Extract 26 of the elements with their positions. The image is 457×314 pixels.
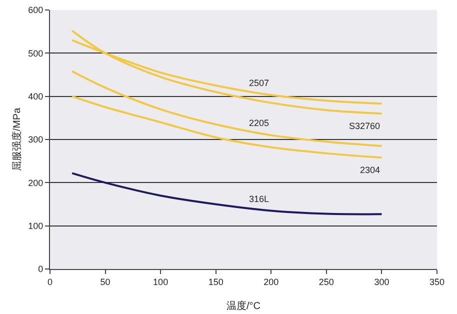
series-label: S32760 xyxy=(349,121,380,131)
x-tick-label: 250 xyxy=(318,276,334,287)
line-series xyxy=(71,30,383,115)
x-tick-label: 100 xyxy=(153,276,168,287)
x-tick-label: 200 xyxy=(264,276,279,287)
y-tick-label: 200 xyxy=(28,178,44,188)
y-tick-label: 0 xyxy=(38,264,44,274)
line-series xyxy=(71,172,383,216)
y-tick-label: 500 xyxy=(28,48,44,58)
x-tick-label: 0 xyxy=(47,276,53,287)
x-tick-label: 350 xyxy=(429,276,445,287)
series-label: 2507 xyxy=(249,78,270,88)
x-tick-label: 150 xyxy=(208,276,224,287)
y-tick-label: 600 xyxy=(28,5,44,16)
series-label: 2205 xyxy=(249,118,270,128)
line-series xyxy=(71,95,383,159)
y-tick-label: 400 xyxy=(28,91,44,102)
line-series xyxy=(71,70,383,147)
x-tick-label: 50 xyxy=(100,276,110,287)
y-axis-title: 屈服强度/MPa xyxy=(11,107,23,172)
series-label: 316L xyxy=(249,194,270,204)
series-label: 2304 xyxy=(360,165,380,175)
y-tick-label: 300 xyxy=(28,134,44,145)
x-axis-title: 温度/°C xyxy=(226,300,260,312)
y-tick-label: 100 xyxy=(28,220,44,231)
x-tick-label: 300 xyxy=(374,276,390,287)
